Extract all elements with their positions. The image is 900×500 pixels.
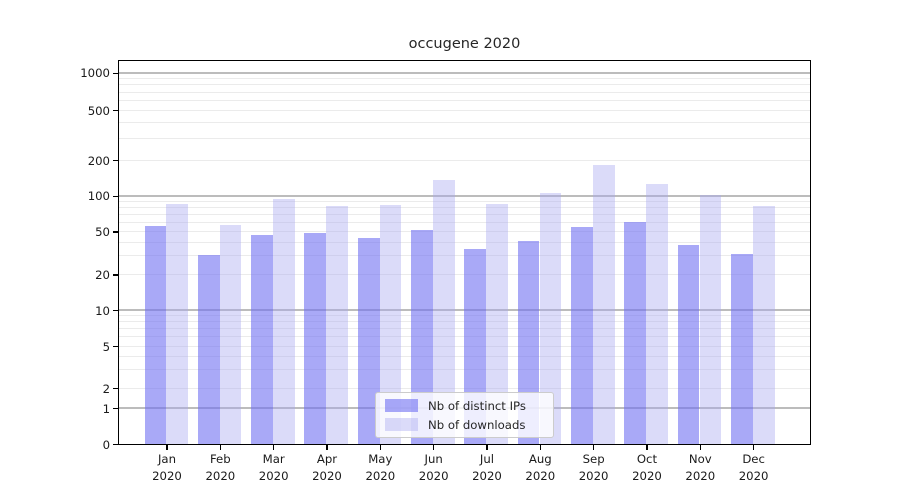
x-tick-mark xyxy=(699,445,701,450)
bar-downloads-jun xyxy=(432,180,455,444)
chart-title: occugene 2020 xyxy=(408,36,521,52)
y-tick-mark xyxy=(113,72,118,74)
y-tick-label: 500 xyxy=(87,103,110,118)
x-tick-mark xyxy=(753,445,755,450)
bar-distinct-ips-oct xyxy=(624,221,647,444)
bar-distinct-ips-feb xyxy=(197,255,220,444)
y-tick-label: 20 xyxy=(95,268,110,282)
bar-distinct-ips-apr xyxy=(304,233,327,444)
gridline-minor xyxy=(119,91,810,93)
x-tick-label: Jun 2020 xyxy=(418,452,449,483)
bar-downloads-jan xyxy=(166,204,188,444)
gridline-minor xyxy=(119,241,810,243)
gridline-minor xyxy=(119,84,810,86)
y-tick-mark xyxy=(113,231,118,233)
legend-label-downloads: Nb of downloads xyxy=(428,417,526,432)
gridline-minor xyxy=(119,99,810,101)
x-tick-mark xyxy=(593,445,595,450)
bar-distinct-ips-jan xyxy=(144,226,167,444)
x-tick-label: Oct 2020 xyxy=(632,452,662,483)
legend-swatch-downloads xyxy=(385,418,418,431)
bar-downloads-jul xyxy=(486,203,508,444)
gridline-major xyxy=(119,72,810,74)
gridline-minor xyxy=(119,213,810,215)
x-tick-mark xyxy=(539,445,541,450)
gridline-minor xyxy=(119,78,810,80)
x-tick-label: Sep 2020 xyxy=(578,452,609,483)
y-tick-label: 5 xyxy=(102,339,110,354)
x-tick-label: May 2020 xyxy=(365,452,396,483)
gridline-minor xyxy=(119,221,810,223)
bar-downloads-may xyxy=(379,205,402,444)
x-tick-mark xyxy=(433,445,435,450)
bar-downloads-feb xyxy=(219,225,242,444)
y-tick-mark xyxy=(113,309,118,312)
bar-downloads-apr xyxy=(326,205,348,444)
x-tick-mark xyxy=(486,445,488,450)
x-tick-label: Apr 2020 xyxy=(312,452,342,483)
y-tick-mark xyxy=(113,443,118,446)
bar-distinct-ips-dec xyxy=(731,253,753,444)
y-tick-label: 0 xyxy=(102,437,110,452)
x-tick-mark xyxy=(273,445,275,450)
y-tick-label: 50 xyxy=(95,225,110,239)
gridline-minor xyxy=(119,109,810,111)
y-tick-mark xyxy=(113,159,118,162)
y-tick-label: 1 xyxy=(102,401,110,416)
y-tick-mark xyxy=(113,109,118,112)
x-tick-label: Jan 2020 xyxy=(152,452,182,483)
x-tick-mark xyxy=(166,445,168,450)
y-tick-mark xyxy=(113,345,118,348)
bar-downloads-mar xyxy=(272,199,295,444)
x-tick-mark xyxy=(219,445,221,450)
x-tick-mark xyxy=(646,445,648,450)
legend: Nb of distinct IPs Nb of downloads xyxy=(375,392,554,438)
bar-distinct-ips-sep xyxy=(571,227,593,444)
y-tick-label: 2 xyxy=(102,381,110,396)
x-tick-label: Mar 2020 xyxy=(258,452,289,483)
bar-downloads-aug xyxy=(539,193,562,444)
bar-downloads-nov xyxy=(699,194,722,444)
y-tick-label: 200 xyxy=(87,153,110,168)
x-tick-label: Dec 2020 xyxy=(738,452,769,483)
bar-distinct-ips-nov xyxy=(677,245,700,444)
legend-label-distinct-ips: Nb of distinct IPs xyxy=(428,398,526,413)
gridline-minor xyxy=(119,159,810,161)
y-tick-mark xyxy=(113,407,118,410)
y-tick-mark xyxy=(113,195,118,197)
bar-downloads-dec xyxy=(752,206,775,444)
bar-distinct-ips-jun xyxy=(411,230,433,444)
y-tick-mark xyxy=(113,274,118,276)
legend-row-distinct-ips: Nb of distinct IPs xyxy=(376,398,553,413)
bar-distinct-ips-may xyxy=(357,238,380,444)
x-tick-label: Nov 2020 xyxy=(685,452,716,483)
bar-downloads-sep xyxy=(592,165,615,444)
y-tick-label: 100 xyxy=(87,189,110,204)
gridline-major xyxy=(119,195,810,197)
y-tick-label: 10 xyxy=(95,303,110,318)
x-tick-label: Aug 2020 xyxy=(525,452,556,483)
gridline-minor xyxy=(119,121,810,123)
x-tick-label: Jul 2020 xyxy=(472,452,502,483)
legend-row-downloads: Nb of downloads xyxy=(376,417,553,432)
bar-downloads-oct xyxy=(646,183,668,444)
gridline-minor xyxy=(119,137,810,139)
plot-area xyxy=(118,60,811,445)
bar-distinct-ips-mar xyxy=(251,235,273,444)
y-tick-label: 1000 xyxy=(80,66,110,81)
legend-swatch-distinct-ips xyxy=(385,399,418,412)
x-tick-label: Feb 2020 xyxy=(205,452,236,483)
gridline-minor xyxy=(119,231,810,233)
gridline-minor xyxy=(119,200,810,202)
y-tick-mark xyxy=(113,387,118,390)
x-tick-mark xyxy=(326,445,328,450)
gridline-minor xyxy=(119,206,810,208)
x-tick-mark xyxy=(379,445,381,450)
